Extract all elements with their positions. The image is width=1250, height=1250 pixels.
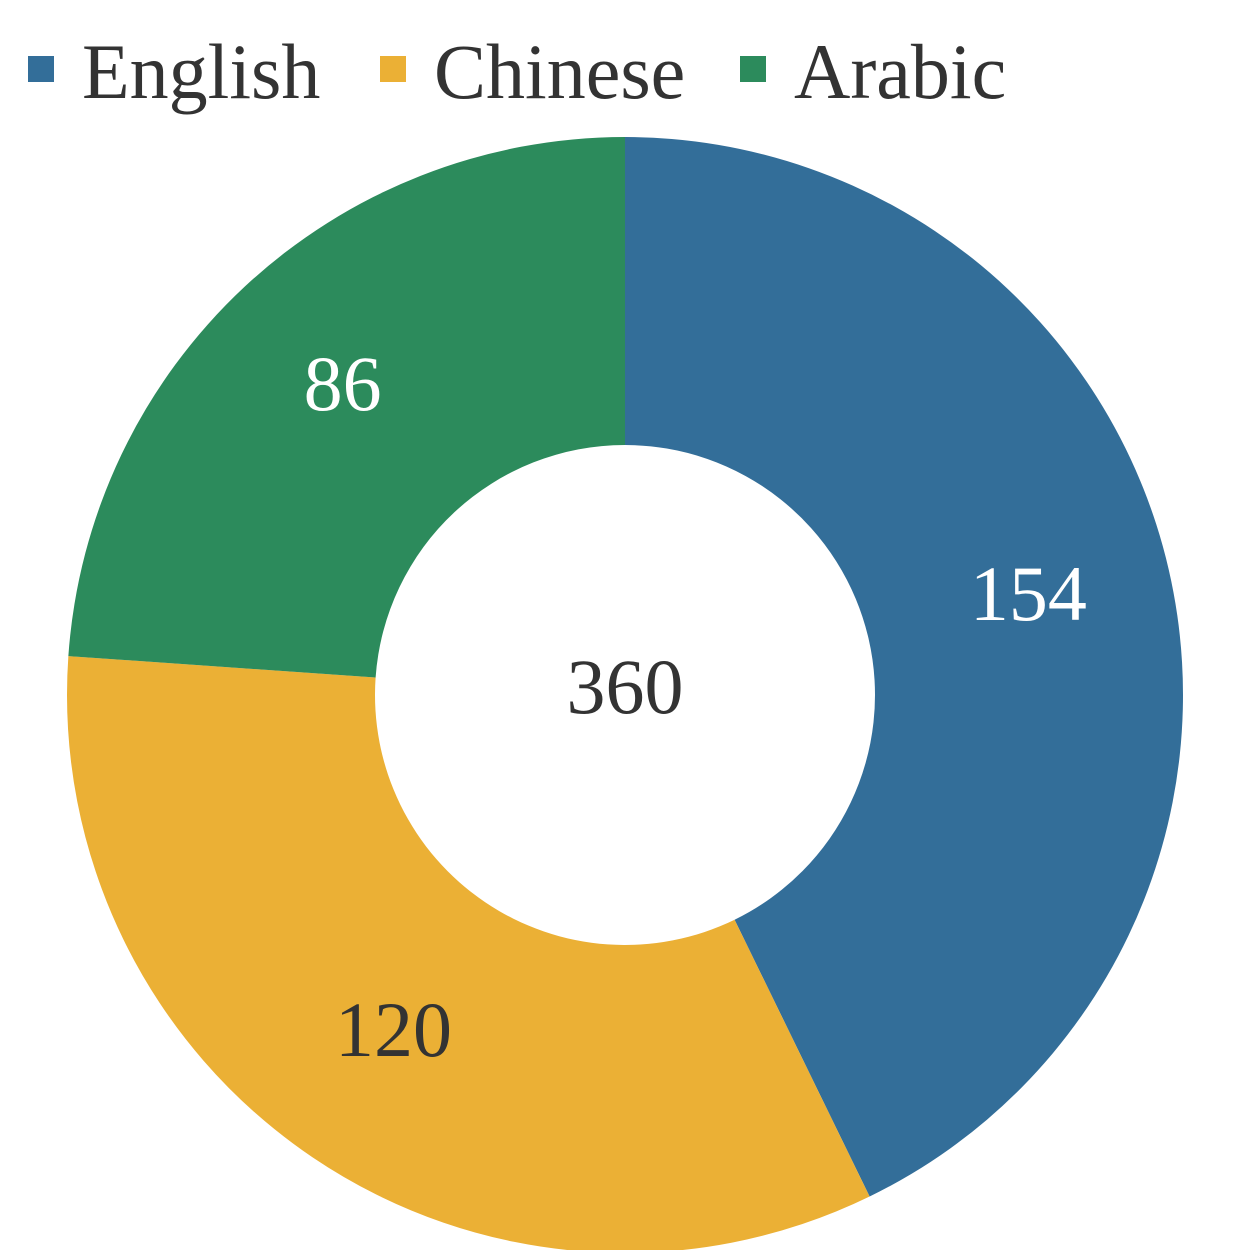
legend-label-english: English bbox=[82, 28, 320, 115]
slice-arabic bbox=[68, 137, 626, 678]
legend: English Chinese Arabic bbox=[28, 28, 1006, 115]
donut-slices bbox=[66, 137, 1183, 1250]
legend-label-chinese: Chinese bbox=[434, 28, 685, 115]
data-label-chinese: 120 bbox=[335, 986, 452, 1073]
data-label-arabic: 86 bbox=[304, 340, 382, 427]
data-labels: 154 120 86 bbox=[304, 340, 1087, 1073]
legend-label-arabic: Arabic bbox=[794, 28, 1006, 115]
legend-item-english: English bbox=[28, 28, 320, 115]
legend-item-chinese: Chinese bbox=[380, 28, 685, 115]
legend-swatch-arabic bbox=[740, 56, 766, 82]
slice-english bbox=[625, 137, 1183, 1197]
legend-swatch-english bbox=[28, 56, 54, 82]
center-total-label: 360 bbox=[567, 643, 684, 730]
legend-item-arabic: Arabic bbox=[740, 28, 1006, 115]
slice-chinese bbox=[66, 656, 870, 1250]
data-label-english: 154 bbox=[970, 550, 1087, 637]
legend-swatch-chinese bbox=[380, 56, 406, 82]
